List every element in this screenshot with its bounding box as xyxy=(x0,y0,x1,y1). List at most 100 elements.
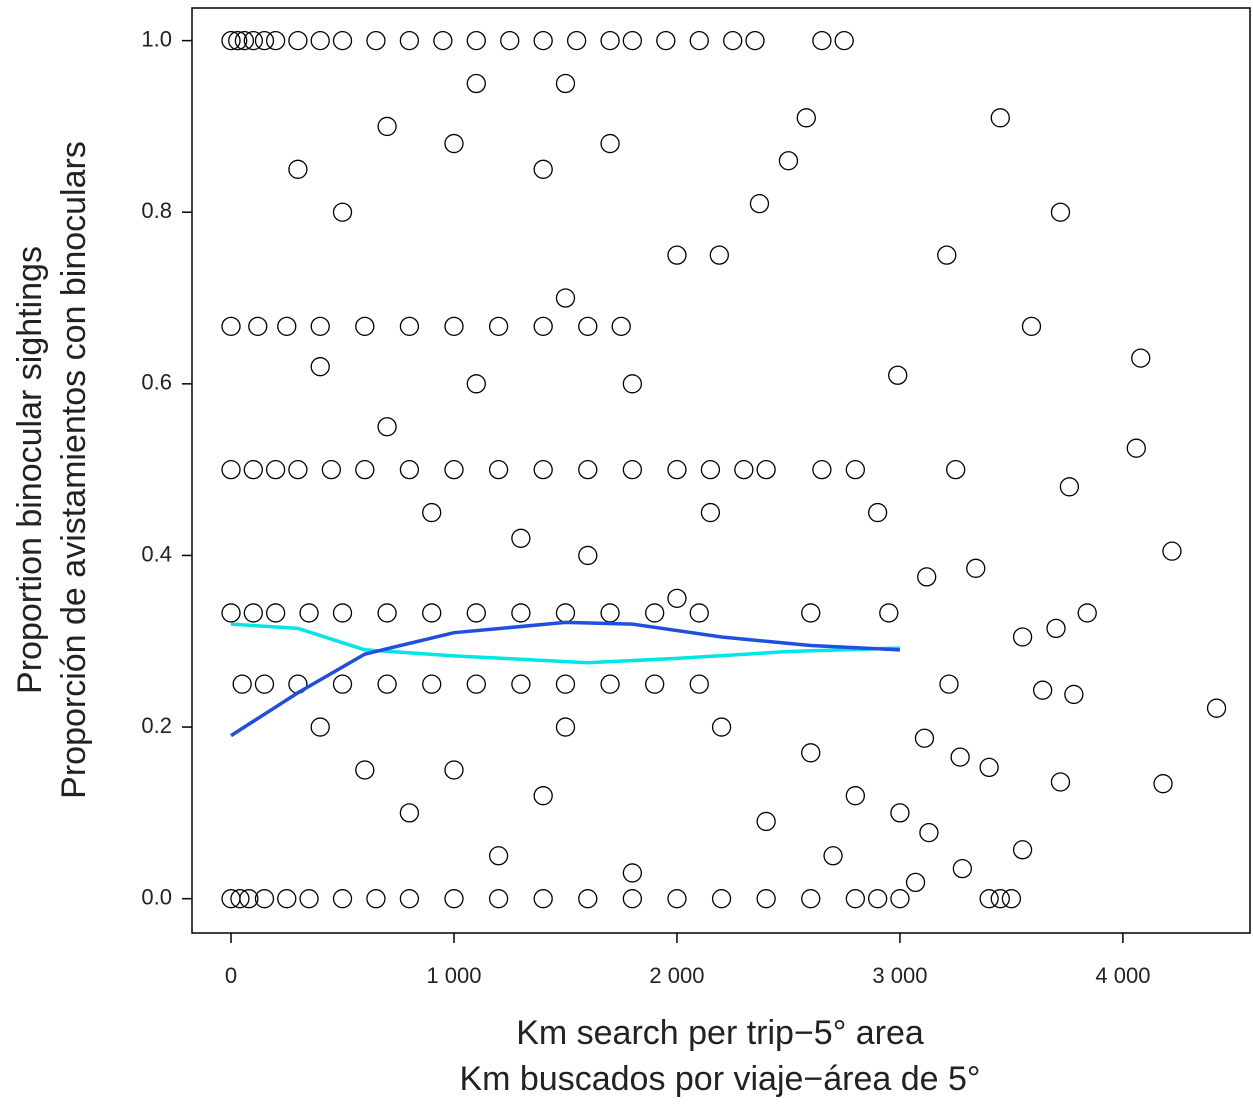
point xyxy=(723,30,743,51)
point xyxy=(422,603,442,623)
point xyxy=(749,193,770,214)
point xyxy=(377,674,397,694)
point xyxy=(756,811,776,832)
point xyxy=(845,889,865,909)
point xyxy=(879,603,899,623)
point xyxy=(845,786,865,806)
point xyxy=(555,674,576,694)
point xyxy=(310,717,330,737)
point xyxy=(611,316,631,336)
x-axis-title: Km search per trip−5° area xyxy=(516,1014,924,1052)
point xyxy=(254,674,275,694)
point xyxy=(299,889,319,909)
point xyxy=(622,30,643,51)
point xyxy=(1012,627,1033,647)
point xyxy=(399,316,420,336)
point xyxy=(946,459,966,480)
point xyxy=(709,245,729,265)
point xyxy=(622,459,643,480)
point xyxy=(756,889,776,909)
point xyxy=(1064,684,1084,705)
point xyxy=(778,151,799,171)
point xyxy=(812,30,832,51)
point xyxy=(232,674,252,694)
point xyxy=(533,459,553,480)
point xyxy=(578,889,598,909)
point xyxy=(444,760,464,780)
point xyxy=(979,757,999,778)
point xyxy=(511,674,531,694)
point xyxy=(689,30,709,51)
y-tick-label: 0.0 xyxy=(141,884,172,909)
point xyxy=(578,459,598,480)
point xyxy=(433,30,453,51)
point xyxy=(299,603,319,623)
point xyxy=(890,803,910,823)
point xyxy=(578,545,598,566)
point xyxy=(228,30,248,51)
point xyxy=(867,889,888,909)
point xyxy=(277,316,297,336)
point xyxy=(917,567,937,587)
point xyxy=(366,30,386,51)
point xyxy=(1162,541,1182,561)
point xyxy=(700,502,721,523)
point xyxy=(555,603,576,623)
point xyxy=(939,674,959,694)
point xyxy=(265,459,286,480)
point xyxy=(466,30,486,51)
point xyxy=(1077,603,1097,623)
plot-frame xyxy=(191,7,1251,934)
point xyxy=(254,889,275,909)
point xyxy=(488,846,509,866)
point xyxy=(533,30,553,51)
y-axis-title: Proportion binocular sightings xyxy=(11,246,49,694)
point xyxy=(533,889,553,909)
point xyxy=(310,357,330,377)
point xyxy=(756,459,776,480)
point xyxy=(823,846,843,866)
point xyxy=(950,747,970,767)
point xyxy=(1059,477,1080,497)
point xyxy=(555,717,576,737)
point xyxy=(555,288,576,308)
point xyxy=(990,108,1010,128)
y-tick-label: 0.8 xyxy=(141,198,172,223)
point xyxy=(399,889,420,909)
point xyxy=(905,872,926,893)
point xyxy=(667,588,687,609)
point xyxy=(867,502,888,523)
point xyxy=(444,889,464,909)
point xyxy=(221,459,241,480)
point xyxy=(711,889,732,909)
y-tick-label: 0.2 xyxy=(141,713,172,738)
point xyxy=(234,30,255,51)
point xyxy=(711,717,732,737)
y-axis-title: Proporción de avistamientos con binocula… xyxy=(55,141,93,799)
point xyxy=(566,30,587,51)
x-axis-title: Km buscados por viaje−área de 5° xyxy=(459,1060,980,1098)
point xyxy=(310,316,330,336)
point xyxy=(444,459,464,480)
point xyxy=(745,30,765,51)
point xyxy=(834,30,854,51)
point xyxy=(466,674,486,694)
point xyxy=(645,674,665,694)
point xyxy=(600,30,620,51)
point xyxy=(1131,348,1151,368)
point xyxy=(466,374,486,394)
point xyxy=(1032,680,1053,700)
point xyxy=(488,459,509,480)
point xyxy=(221,316,241,336)
x-tick-label: 3 000 xyxy=(872,963,927,988)
y-tick-label: 0.4 xyxy=(141,541,172,566)
point xyxy=(277,889,297,909)
point xyxy=(332,202,353,222)
point xyxy=(466,73,486,94)
point xyxy=(952,858,973,879)
point xyxy=(801,889,821,909)
point xyxy=(221,603,241,623)
point xyxy=(243,459,263,480)
point xyxy=(321,459,342,480)
point xyxy=(422,674,442,694)
